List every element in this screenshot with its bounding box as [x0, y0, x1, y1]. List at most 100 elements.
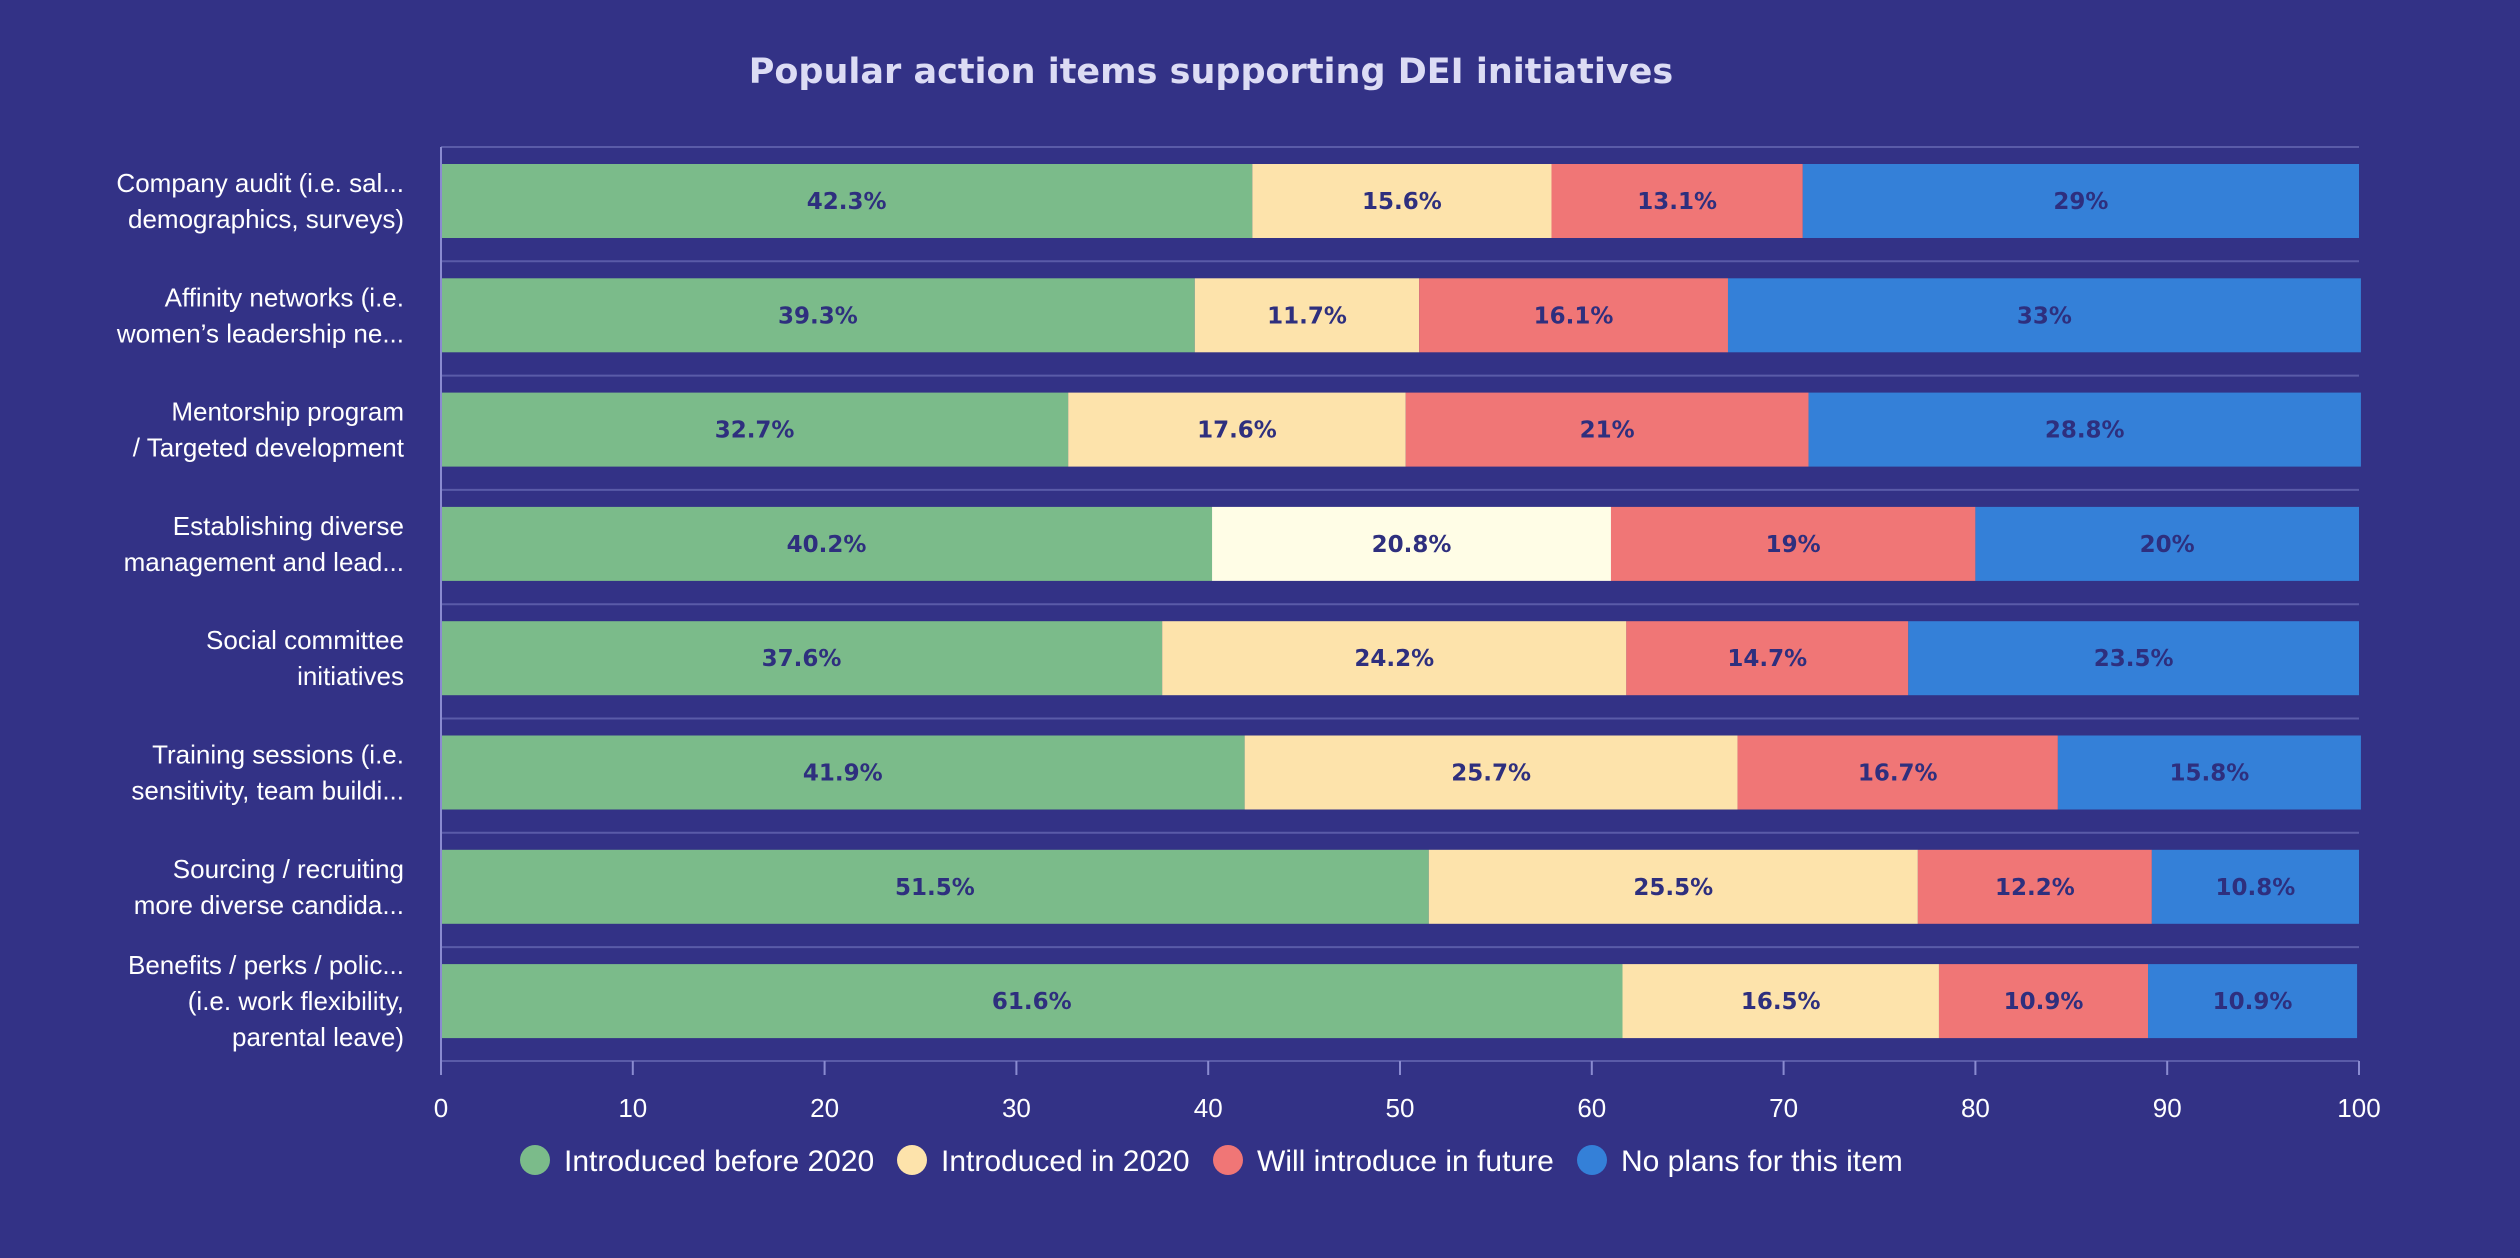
data-labels-group: 42.3% 15.6% 13.1% 29% 39.3% 11.7% 16.1% 33% 32.7… [715, 189, 2296, 1015]
bar-segment[interactable] [1419, 278, 1728, 353]
data-label: 39.3% [778, 303, 858, 329]
bar-segment[interactable] [2151, 849, 2359, 924]
data-label: 20.8% [1372, 532, 1452, 558]
bar-segment[interactable] [1626, 621, 1909, 696]
data-label: 23.5% [2094, 646, 2174, 672]
data-label: 61.6% [992, 989, 1072, 1015]
legend-item[interactable]: Introduced before 2020 [520, 1145, 874, 1178]
category-label: initiatives [297, 661, 404, 691]
legend-swatch [897, 1145, 927, 1175]
legend[interactable]: Introduced before 2020 Introduced in 2020… [520, 1145, 1903, 1178]
bar-segment[interactable] [441, 278, 1195, 353]
legend-item[interactable]: Introduced in 2020 [897, 1145, 1190, 1178]
data-label: 24.2% [1354, 646, 1434, 672]
x-tick-label: 20 [810, 1093, 839, 1123]
x-tick-label: 10 [618, 1093, 647, 1123]
data-label: 32.7% [715, 418, 795, 444]
bar-segment[interactable] [1802, 164, 2359, 238]
category-label: parental leave) [232, 1022, 404, 1052]
category-label: demographics, surveys) [128, 204, 404, 234]
category-label: Affinity networks (i.e. [165, 282, 404, 312]
bar-segment[interactable] [441, 506, 1213, 581]
data-label: 16.7% [1858, 761, 1938, 787]
data-label: 14.7% [1727, 646, 1807, 672]
bar-segment[interactable] [441, 164, 1253, 238]
x-tick-label: 0 [434, 1093, 448, 1123]
data-label: 29% [2053, 189, 2108, 215]
category-label: Training sessions (i.e. [152, 740, 404, 770]
x-tick-label: 90 [2153, 1093, 2182, 1123]
category-label: women’s leadership ne... [116, 318, 404, 348]
category-label: (i.e. work flexibility, [188, 986, 404, 1016]
data-label: 33% [2017, 303, 2072, 329]
bar-segment[interactable] [1194, 278, 1420, 353]
data-label: 51.5% [895, 875, 975, 901]
bar-segment[interactable] [441, 621, 1163, 696]
bar-segment[interactable] [441, 392, 1069, 467]
data-label: 20% [2140, 532, 2195, 558]
x-tick-label: 40 [1194, 1093, 1223, 1123]
category-label: sensitivity, team buildi... [131, 776, 404, 806]
bar-segment[interactable] [1908, 621, 2359, 696]
data-label: 16.5% [1741, 989, 1821, 1015]
category-label: Sourcing / recruiting [173, 854, 404, 884]
bar-segment[interactable] [1162, 621, 1627, 696]
bar-segment[interactable] [441, 964, 1623, 1039]
bar-segment[interactable] [1917, 849, 2152, 924]
category-label: / Targeted development [133, 433, 405, 463]
legend-swatch [520, 1145, 550, 1175]
bar-segment[interactable] [441, 849, 1429, 924]
bar-segment[interactable] [2057, 735, 2361, 810]
bar-segment[interactable] [1808, 392, 2361, 467]
x-tick-label: 50 [1386, 1093, 1415, 1123]
bar-segment[interactable] [2148, 964, 2358, 1039]
category-label: more diverse candida... [134, 890, 404, 920]
x-axis: 0 10 20 30 40 50 60 70 80 90 100 [434, 147, 2381, 1123]
data-label: 40.2% [787, 532, 867, 558]
bar-segment[interactable] [1244, 735, 1738, 810]
data-label: 42.3% [807, 189, 887, 215]
category-label: Social committee [206, 625, 404, 655]
category-label: Mentorship program [171, 397, 404, 427]
legend-swatch [1213, 1145, 1243, 1175]
bar-segment[interactable] [1975, 506, 2359, 581]
data-label: 37.6% [762, 646, 842, 672]
data-label: 15.8% [2169, 761, 2249, 787]
bar-segment[interactable] [1622, 964, 1939, 1039]
bar-segment[interactable] [1727, 278, 2361, 353]
data-label: 10.9% [2004, 989, 2084, 1015]
data-label: 41.9% [803, 761, 883, 787]
bar-segment[interactable] [1428, 849, 1918, 924]
category-label: Establishing diverse [173, 511, 404, 541]
bar-segment[interactable] [1405, 392, 1809, 467]
bar-segment[interactable] [1252, 164, 1552, 238]
category-label: Benefits / perks / polic... [128, 950, 404, 980]
x-tick-label: 30 [1002, 1093, 1031, 1123]
bar-segment[interactable] [1610, 506, 1976, 581]
legend-label: Will introduce in future [1257, 1145, 1554, 1178]
data-label: 12.2% [1995, 875, 2075, 901]
data-label: 17.6% [1197, 418, 1277, 444]
data-label: 13.1% [1637, 189, 1717, 215]
bar-segment[interactable] [1938, 964, 2149, 1039]
bars-group [441, 164, 2361, 1039]
x-tick-label: 80 [1961, 1093, 1990, 1123]
legend-label: No plans for this item [1621, 1145, 1903, 1178]
bar-segment[interactable] [1737, 735, 2058, 810]
legend-item[interactable]: Will introduce in future [1213, 1145, 1554, 1178]
bar-segment[interactable] [1551, 164, 1803, 238]
data-label: 16.1% [1534, 303, 1614, 329]
legend-item[interactable]: No plans for this item [1577, 1145, 1903, 1178]
bar-segment[interactable] [441, 735, 1245, 810]
bar-segment[interactable] [1068, 392, 1406, 467]
data-label: 15.6% [1362, 189, 1442, 215]
data-label: 10.9% [2213, 989, 2293, 1015]
bar-segment[interactable] [1212, 506, 1611, 581]
data-label: 28.8% [2045, 418, 2125, 444]
x-tick-label: 70 [1769, 1093, 1798, 1123]
legend-label: Introduced before 2020 [564, 1145, 874, 1178]
data-label: 21% [1580, 418, 1635, 444]
category-label: management and lead... [124, 547, 404, 577]
data-label: 11.7% [1267, 303, 1347, 329]
